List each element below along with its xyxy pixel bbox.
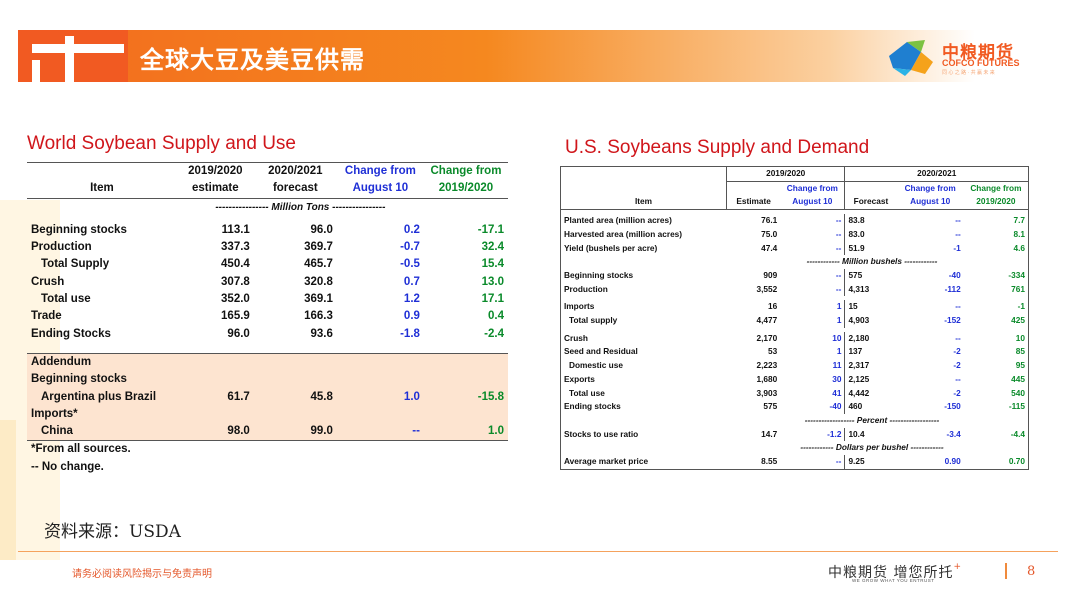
- table-row: Average market price 8.55 -- 9.25 0.90 0.70: [561, 455, 1029, 470]
- world-soybean-table: 2019/2020 2020/2021 Change from Change f…: [27, 162, 508, 476]
- source-note: 资料来源：USDA: [44, 522, 181, 542]
- table-row: Yield (bushels per acre) 47.4 -- 51.9 -1 4.6: [561, 241, 1029, 256]
- table-row: China 98.0 99.0 -- 1.0: [27, 423, 508, 441]
- table-row: Seed and Residual 53 1 137 -2 85: [561, 345, 1029, 360]
- table-row: Imports 16 1 15 -- -1: [561, 300, 1029, 315]
- table-row: Total use 3,903 41 4,442 -2 540: [561, 386, 1029, 401]
- table-row: Crush 307.8 320.8 0.7 13.0: [31, 275, 504, 288]
- header-banner: [18, 30, 1058, 82]
- table-row: Ending Stocks 96.0 93.6 -1.8 -2.4: [31, 327, 504, 340]
- world-table-title: World Soybean Supply and Use: [27, 133, 296, 154]
- table-row: Production 3,552 -- 4,313 -112 761: [561, 282, 1029, 297]
- footnote: *From all sources.: [31, 443, 131, 456]
- slide-title: 全球大豆及美豆供需: [140, 46, 365, 74]
- table-row: Production 337.3 369.7 -0.7 32.4: [31, 241, 504, 254]
- brand-tagline: 同 心 之 路 · 共 赢 未 来: [942, 70, 995, 76]
- table-row: Argentina plus Brazil 61.7 45.8 1.0 -15.…: [27, 388, 508, 406]
- table-row: Exports 1,680 30 2,125 -- 445: [561, 372, 1029, 387]
- page-number: 8: [1027, 564, 1036, 579]
- units-label: ------------ Dollars per bushel --------…: [800, 442, 944, 453]
- table-row: Beginning stocks 113.1 96.0 0.2 -17.1: [31, 223, 504, 236]
- table-row: Crush 2,170 10 2,180 -- 10: [561, 331, 1029, 346]
- footnote: -- No change.: [31, 460, 104, 473]
- table-row: Total supply 4,477 1 4,903 -152 425: [561, 314, 1029, 328]
- footer-slogan-en: WE GROW WHAT YOU ENTRUST: [852, 578, 935, 583]
- brand-name-cn: 中粮期货: [942, 43, 1014, 63]
- footer-divider: [18, 551, 1058, 552]
- footer-separator: [1005, 563, 1007, 579]
- col-item: Item: [634, 196, 652, 207]
- table-row: Planted area (million acres) 76.1 -- 83.8 --…: [561, 214, 1029, 228]
- us-table-title: U.S. Soybeans Supply and Demand: [565, 137, 870, 158]
- table-row: Total Supply 450.4 465.7 -0.5 15.4: [41, 258, 504, 271]
- table-row: Ending stocks 575 -40 460 -150 -115: [561, 400, 1029, 414]
- table-row: Trade 165.9 166.3 0.9 0.4: [31, 310, 504, 323]
- cofco-logo-icon: [889, 40, 933, 76]
- table-row: Domestic use 2,223 11 2,317 -2 95: [561, 359, 1029, 373]
- units-label: ---------------- Million Tons ----------…: [215, 201, 386, 213]
- table-row: Total use 352.0 369.1 1.2 17.1: [41, 293, 504, 306]
- background-accent-corner: [0, 420, 16, 560]
- footer-slogan: 中粮期货 增您所托+: [828, 562, 962, 581]
- plus-logo-icon: [18, 30, 128, 82]
- table-row: Beginning stocks 909 -- 575 -40 -334: [561, 268, 1029, 283]
- units-label: ------------------ Percent -------------…: [804, 414, 940, 425]
- table-row: Harvested area (million acres) 75.0 -- 83.0…: [561, 227, 1029, 242]
- brand-name-en: COFCO FUTURES: [942, 58, 1020, 68]
- table-row: Stocks to use ratio 14.7 -1.2 10.4 -3.4 -4.4: [561, 427, 1029, 442]
- disclaimer-link[interactable]: 请务必阅读风险揭示与免责声明: [72, 569, 212, 580]
- col-item: Item: [90, 182, 114, 195]
- units-label: ------------ Million bushels -----------…: [806, 256, 938, 267]
- us-soybean-table: 2019/2020 2020/2021 Change from Change f…: [560, 166, 1029, 470]
- addendum-label: Addendum: [27, 353, 508, 372]
